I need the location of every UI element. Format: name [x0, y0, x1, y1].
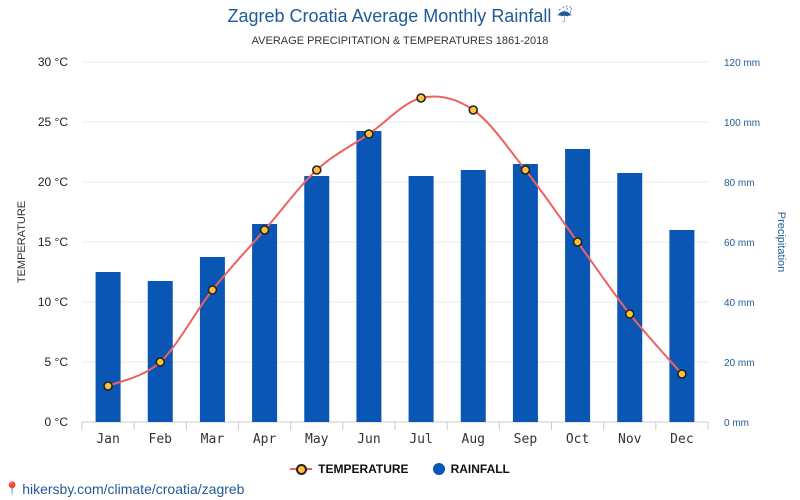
- x-tick-label: Apr: [253, 432, 277, 447]
- chart-subtitle: AVERAGE PRECIPITATION & TEMPERATURES 186…: [251, 35, 549, 47]
- x-tick-label: May: [305, 432, 329, 447]
- rainfall-bar[interactable]: [408, 176, 434, 422]
- y-axis-label-right: Precipitation: [775, 212, 787, 273]
- rainfall-bar[interactable]: [565, 149, 591, 422]
- x-tick-label: Jun: [357, 432, 380, 447]
- location-pin-icon: 📍: [4, 481, 21, 496]
- temperature-point[interactable]: [259, 225, 270, 235]
- rainfall-bar[interactable]: [460, 170, 486, 422]
- y-tick-right: 20 mm: [724, 358, 755, 369]
- rainfall-bar[interactable]: [95, 272, 121, 422]
- y-tick-right: 100 mm: [724, 118, 760, 129]
- x-tick-label: Dec: [670, 432, 693, 447]
- x-tick-label: Nov: [618, 432, 642, 447]
- x-tick-label: Feb: [149, 432, 173, 447]
- rainfall-bars: [95, 131, 695, 422]
- temperature-point[interactable]: [103, 381, 113, 391]
- x-tick-label: Jul: [409, 432, 432, 447]
- x-tick-label: Oct: [566, 432, 589, 447]
- rainfall-bar[interactable]: [512, 164, 538, 422]
- y-axis-label-left: TEMPERATURE: [16, 201, 28, 283]
- chart-title-text: Zagreb Croatia Average Monthly Rainfall: [227, 6, 552, 26]
- y-tick-right: 0 mm: [724, 418, 749, 429]
- y-tick-left: 20 °C: [38, 175, 68, 189]
- axes: 0 °C 0 mm 5 °C 20 mm 10 °C 40 mm 15 °C 60 mm 20 …: [38, 55, 760, 447]
- rainfall-bar[interactable]: [304, 176, 330, 422]
- source-link-text: hikersby.com/climate/croatia/zagreb: [22, 481, 245, 497]
- temperature-point[interactable]: [364, 129, 374, 139]
- grid: [82, 61, 708, 423]
- y-tick-right: 60 mm: [724, 238, 755, 249]
- temperature-point[interactable]: [468, 105, 479, 115]
- umbrella-rain-icon: ☔: [556, 6, 573, 26]
- x-tick-label: Mar: [201, 432, 225, 447]
- temperature-line: [103, 93, 687, 391]
- legend: TEMPERATURE RAINFALL: [0, 462, 800, 476]
- rainfall-legend-icon: [432, 463, 445, 475]
- x-tick-label: Jan: [96, 432, 119, 447]
- y-tick-right: 120 mm: [724, 58, 760, 69]
- legend-label-temperature: TEMPERATURE: [318, 462, 409, 476]
- rainfall-bar[interactable]: [617, 173, 643, 422]
- temperature-point[interactable]: [624, 309, 635, 319]
- y-tick-left: 25 °C: [38, 115, 68, 129]
- y-tick-left: 30 °C: [38, 55, 68, 69]
- legend-label-rainfall: RAINFALL: [450, 462, 510, 476]
- temperature-point[interactable]: [572, 237, 583, 247]
- rainfall-bar[interactable]: [669, 230, 695, 422]
- legend-item-temperature[interactable]: TEMPERATURE: [290, 462, 409, 476]
- legend-item-rainfall[interactable]: RAINFALL: [432, 462, 510, 476]
- y-tick-right: 80 mm: [724, 178, 755, 189]
- temperature-point[interactable]: [416, 93, 426, 103]
- y-tick-right: 40 mm: [724, 298, 755, 309]
- y-tick-left: 15 °C: [38, 235, 68, 249]
- y-tick-left: 5 °C: [45, 355, 69, 369]
- x-tick-label: Sep: [514, 432, 538, 447]
- temperature-point[interactable]: [207, 285, 218, 295]
- temperature-point[interactable]: [311, 165, 322, 175]
- rainfall-bar[interactable]: [199, 257, 225, 422]
- temperature-point[interactable]: [520, 165, 531, 175]
- rainfall-bar[interactable]: [356, 131, 382, 422]
- temperature-line-path: [107, 95, 683, 387]
- y-tick-left: 0 °C: [45, 415, 69, 429]
- y-tick-left: 10 °C: [38, 295, 68, 309]
- temperature-point[interactable]: [677, 369, 687, 379]
- chart-title: Zagreb Croatia Average Monthly Rainfall …: [0, 6, 800, 27]
- temperature-legend-icon: [290, 462, 313, 476]
- source-link[interactable]: 📍 hikersby.com/climate/croatia/zagreb: [4, 481, 244, 497]
- x-tick-label: Aug: [462, 432, 485, 447]
- rainfall-bar[interactable]: [252, 224, 278, 422]
- temperature-point[interactable]: [155, 357, 166, 367]
